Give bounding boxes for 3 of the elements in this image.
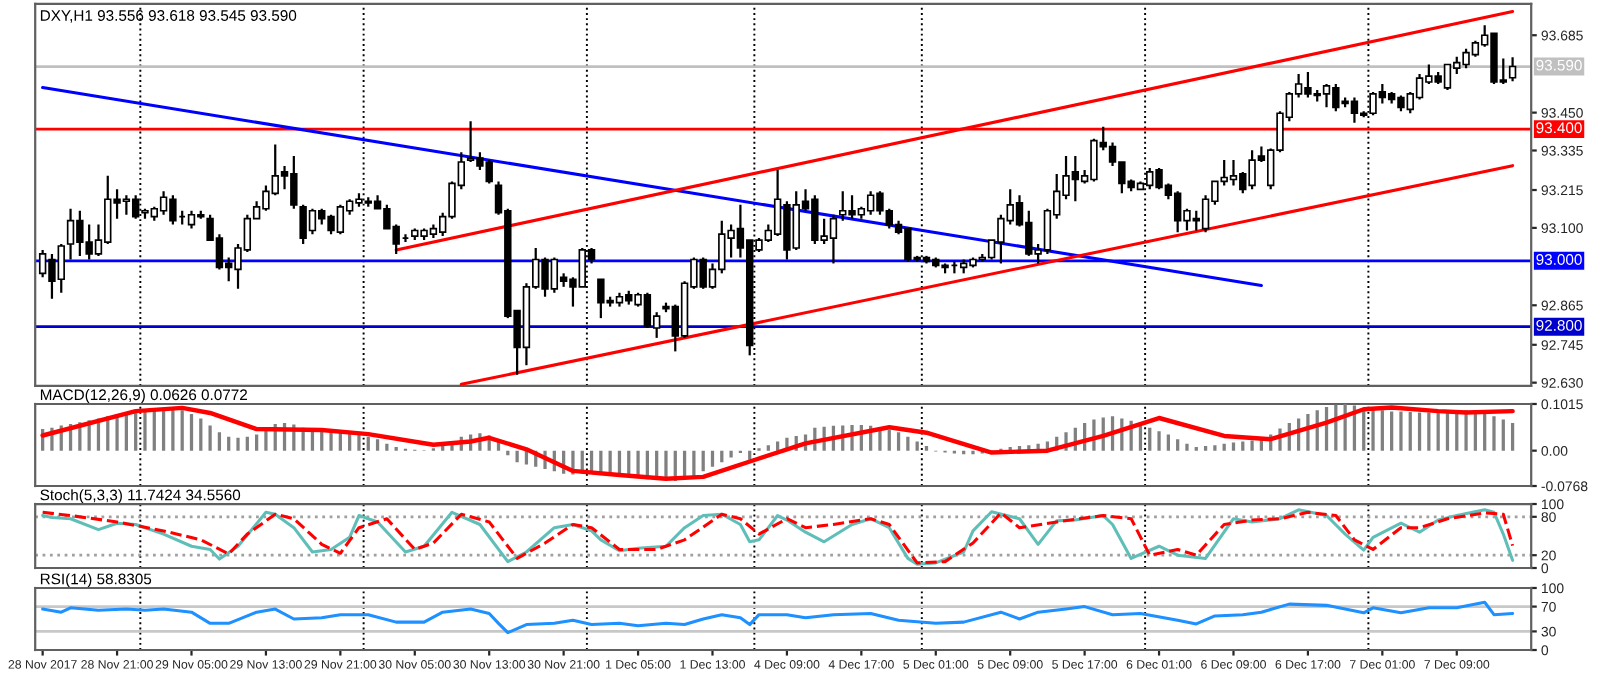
line-series bbox=[40, 405, 1515, 481]
candlestick bbox=[1508, 56, 1517, 83]
line-series bbox=[41, 600, 1515, 635]
